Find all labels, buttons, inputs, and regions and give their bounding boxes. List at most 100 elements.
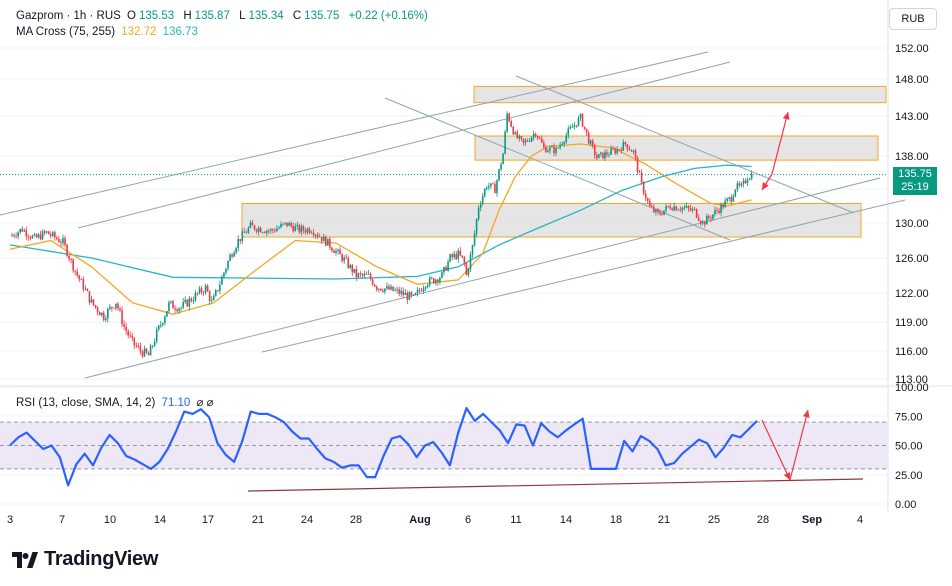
currency-button[interactable]: RUB [889,8,937,30]
candle-body-310 [642,181,645,194]
candle-body-137 [290,222,292,226]
candle-body-135 [286,222,288,226]
candle-body-183 [384,288,386,292]
time-tick-label-14: 21 [658,514,670,526]
candle-body-120 [255,229,258,232]
candle-body-326 [675,206,678,211]
candle-body-270 [561,144,563,145]
candle-body-231 [481,196,484,205]
candle-body-296 [614,149,616,154]
candle-body-207 [433,278,435,284]
candle-body-179 [375,286,378,290]
candle-body-139 [294,226,297,232]
candle-body-266 [553,146,555,154]
candle-body-280 [581,114,584,127]
ma-cross-legend[interactable]: MA Cross (75, 255) 132.72 136.73 [16,26,201,38]
candle-body-121 [257,227,260,232]
candle-body-294 [610,148,612,155]
candle-body-155 [327,238,329,246]
candle-body-241 [502,153,504,165]
candle-body-109 [233,252,235,257]
candle-body-112 [239,239,242,242]
candle-body-239 [498,169,500,181]
candle-body-200 [418,289,421,291]
candle-body-88 [190,298,193,302]
candle-body-300 [622,142,625,151]
candle-body-262 [545,146,547,153]
candle-body-80 [174,308,176,310]
candle-body-54 [121,310,123,325]
arrow-up-rsi-shaft [789,409,809,481]
candle-body-192 [402,290,405,295]
candle-body-307 [636,157,639,172]
candle-body-30 [72,259,74,271]
candle-body-285 [591,140,594,146]
candle-body-14 [39,234,42,240]
candle-body-84 [182,302,184,308]
candle-body-4 [19,228,21,233]
candle-body-104 [223,272,225,277]
rsi-settings-icons[interactable]: ⌀ ⌀ [196,397,214,409]
candle-body-11 [33,234,36,236]
tradingview-logo[interactable]: TradingView [12,548,158,571]
candle-body-158 [333,250,335,253]
candle-body-191 [400,290,402,294]
candle-body-72 [157,325,160,330]
candle-body-28 [68,256,70,260]
candle-body-337 [697,217,700,221]
last-price-value: 135.75 [898,168,932,180]
candle-body-218 [455,253,458,259]
candle-body-333 [689,208,692,211]
candle-body-261 [543,142,545,147]
rsi-tick-label-4: 100.00 [895,382,929,394]
candle-body-33 [78,275,81,280]
candle-body-34 [80,279,83,280]
candle-body-81 [176,309,178,312]
candle-body-162 [341,254,343,261]
candle-body-29 [70,259,72,260]
candle-body-159 [335,250,337,253]
candle-body-57 [127,331,129,336]
arrow-down-rsi-head [783,472,791,480]
candle-body-46 [104,318,107,320]
candle-body-113 [241,231,244,242]
candle-body-243 [506,113,508,132]
candle-body-195 [408,292,411,300]
time-tick-label-1: 7 [59,514,65,526]
candle-body-166 [349,265,352,268]
candle-body-274 [569,127,572,129]
candle-body-328 [679,209,682,211]
candle-body-240 [500,164,502,170]
candle-body-170 [357,273,360,278]
tradingview-wordmark: TradingView [44,548,159,570]
candle-body-82 [178,308,180,312]
candle-body-0 [11,235,13,237]
candle-body-178 [373,284,376,287]
candle-body-232 [483,189,486,197]
candle-body-355 [734,189,737,197]
candle-body-268 [557,147,559,149]
time-tick-label-6: 24 [301,514,313,526]
candle-body-332 [687,206,690,209]
candle-body-237 [494,184,496,194]
candle-body-221 [461,255,464,258]
candle-body-350 [724,200,726,208]
candle-body-346 [716,210,718,211]
candle-body-312 [646,198,649,201]
candle-body-173 [363,273,366,276]
candle-body-314 [651,206,653,208]
candle-body-96 [206,285,209,292]
candle-body-61 [135,345,138,347]
candle-body-101 [217,290,219,292]
candle-body-265 [551,146,553,148]
candle-body-25 [62,238,64,244]
candle-body-305 [632,150,635,152]
candle-body-35 [82,279,85,290]
candle-body-187 [392,286,394,291]
candle-body-219 [457,250,460,259]
candle-body-77 [168,302,170,312]
rsi-legend[interactable]: RSI (13, close, SMA, 14, 2) 71.10 ⌀ ⌀ [16,395,217,409]
candle-body-85 [184,299,187,303]
candle-body-147 [310,232,313,234]
rsi-line [9,407,758,487]
